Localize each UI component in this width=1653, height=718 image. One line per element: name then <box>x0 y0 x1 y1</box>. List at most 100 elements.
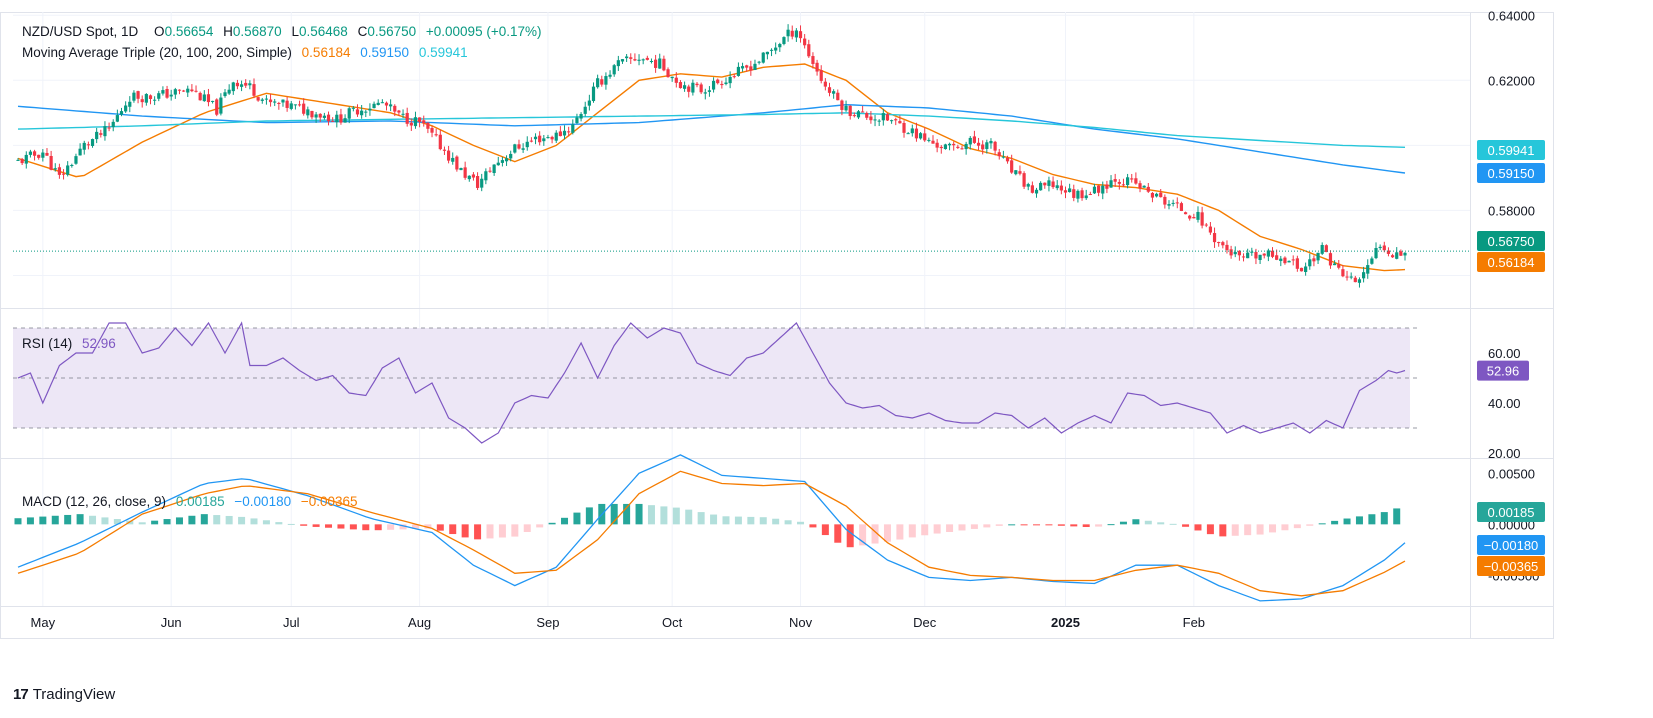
candle-body <box>894 119 898 121</box>
candle <box>575 113 579 124</box>
candle-body <box>393 105 397 112</box>
macd-hist-bar <box>821 524 829 536</box>
candle-body <box>219 97 223 114</box>
candle-body <box>239 84 244 87</box>
candle <box>740 62 745 72</box>
candle <box>103 121 107 141</box>
macd-hist-bar <box>51 515 59 525</box>
macd-signal-value: −0.00365 <box>300 494 358 509</box>
candle-body <box>918 133 923 139</box>
candle-body <box>790 30 794 37</box>
macd-hist-bar <box>200 514 208 525</box>
candle <box>993 140 997 156</box>
candle <box>1386 247 1391 257</box>
rsi-badge-label: 52.96 <box>1487 364 1520 379</box>
macd-hist-bar <box>337 524 345 529</box>
macd-hist-bar <box>151 520 159 525</box>
candle-body <box>798 31 803 39</box>
candle-body <box>1034 189 1039 194</box>
candle-body <box>1134 178 1138 184</box>
macd-hist-bar <box>623 503 631 525</box>
candle-body <box>339 114 343 123</box>
candle-body <box>206 94 211 103</box>
candle <box>347 106 351 124</box>
candle-body <box>128 101 132 107</box>
candle-body <box>74 156 78 164</box>
candle-body <box>931 140 935 144</box>
candle-body <box>1130 178 1134 180</box>
ma200-value: 0.59941 <box>418 45 468 60</box>
candle <box>1270 247 1275 259</box>
candle <box>910 124 914 137</box>
candle <box>529 137 533 143</box>
candle-body <box>736 66 741 76</box>
candle-body <box>687 86 691 92</box>
candle <box>1341 265 1345 278</box>
candle-body <box>1403 252 1407 256</box>
candle-body <box>703 92 707 94</box>
candle-body <box>70 164 74 166</box>
high-value: 0.56870 <box>232 24 282 39</box>
candle-body <box>1167 204 1171 206</box>
candle-body <box>53 168 57 170</box>
candle <box>480 173 484 192</box>
macd-hist-bar <box>1343 518 1351 525</box>
candle-body <box>811 56 815 64</box>
candle <box>459 167 463 171</box>
candle-body <box>1138 183 1142 189</box>
candle <box>567 126 571 137</box>
candle-body <box>277 103 281 105</box>
candle <box>66 161 70 177</box>
macd-hist-bar <box>759 517 767 525</box>
tradingview-footer[interactable]: 17 TradingView <box>13 686 115 703</box>
candle <box>881 108 885 126</box>
low-value: 0.56468 <box>298 24 348 39</box>
candle-body <box>215 99 219 115</box>
macd-hist-bar <box>896 524 904 540</box>
candle <box>720 80 724 89</box>
macd-hist-bar <box>1095 524 1103 527</box>
candle-body <box>1299 267 1304 272</box>
candle <box>1217 241 1221 247</box>
candle-body <box>591 86 596 102</box>
candle-body <box>865 113 869 118</box>
macd-badge-label: 0.00185 <box>1488 505 1535 520</box>
macd-hist-bar <box>250 518 258 525</box>
macd-hist-bar <box>1380 512 1388 525</box>
candle <box>1299 267 1304 272</box>
candle <box>608 70 612 79</box>
candle <box>1204 222 1208 228</box>
candle <box>1039 181 1043 191</box>
candle <box>1374 242 1378 260</box>
candle <box>401 109 405 119</box>
candle-body <box>542 138 546 142</box>
candle-body <box>732 76 736 78</box>
candle-body <box>173 89 177 95</box>
candle <box>144 93 148 106</box>
macd-hist-bar <box>921 524 929 536</box>
candle <box>952 141 956 151</box>
candle-body <box>1192 217 1196 219</box>
candle <box>1138 180 1142 193</box>
candle <box>248 80 252 90</box>
candle <box>774 42 778 55</box>
candle <box>579 112 583 122</box>
candle <box>1134 172 1138 185</box>
candle <box>1010 154 1014 174</box>
candle <box>41 149 45 162</box>
candle <box>190 84 194 93</box>
macd-hist-bar <box>660 506 668 525</box>
candle-body <box>567 131 571 133</box>
macd-badge-bg <box>1477 535 1545 555</box>
candle <box>1221 240 1225 249</box>
macd-hist-bar <box>163 519 171 525</box>
candle-body <box>1084 195 1088 199</box>
candle <box>376 99 380 106</box>
candle <box>1051 176 1055 189</box>
candle-body <box>1345 276 1349 278</box>
candle-body <box>364 111 368 113</box>
macd-badge-label: −0.00365 <box>1484 559 1539 574</box>
candle <box>968 136 972 150</box>
candle <box>488 167 492 173</box>
candle <box>596 74 600 89</box>
